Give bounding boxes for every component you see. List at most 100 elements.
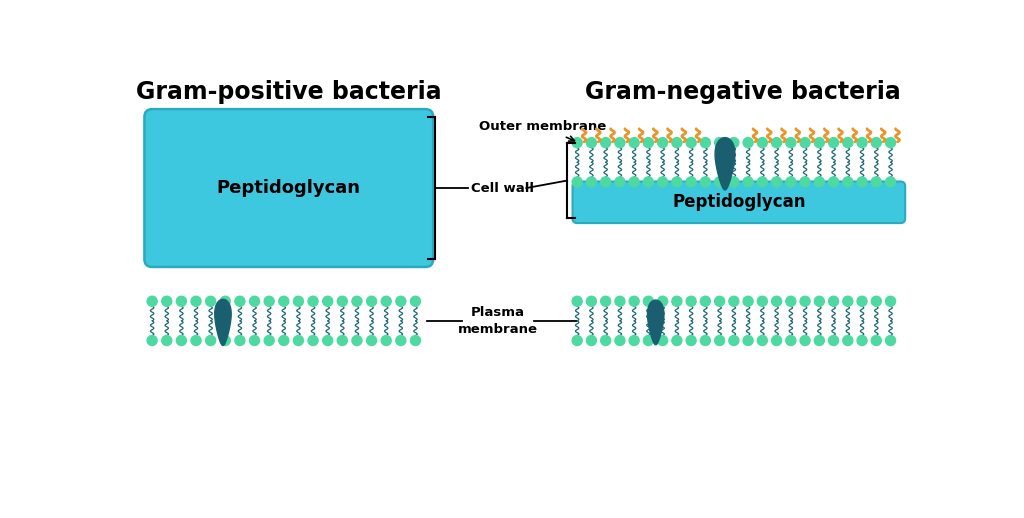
Circle shape [629,138,639,148]
Circle shape [323,336,333,346]
Circle shape [206,336,216,346]
Circle shape [352,296,361,306]
Text: Plasma
membrane: Plasma membrane [458,306,538,336]
Circle shape [250,296,259,306]
Circle shape [886,138,896,148]
Circle shape [614,177,625,187]
Circle shape [587,336,596,346]
Text: Peptidoglycan: Peptidoglycan [217,179,360,197]
Circle shape [601,138,610,148]
Circle shape [176,336,186,346]
Circle shape [785,336,796,346]
Circle shape [828,336,839,346]
Circle shape [396,336,406,346]
Circle shape [191,296,201,306]
Polygon shape [215,299,231,346]
Polygon shape [715,138,735,190]
Circle shape [572,138,583,148]
Circle shape [857,336,867,346]
Circle shape [323,296,333,306]
Circle shape [657,296,668,306]
Circle shape [743,296,753,306]
Circle shape [700,138,711,148]
Circle shape [715,296,725,306]
Circle shape [672,296,682,306]
Circle shape [729,296,739,306]
Circle shape [814,296,824,306]
Circle shape [396,296,406,306]
Text: Gram-positive bacteria: Gram-positive bacteria [135,80,441,104]
Text: Peptidoglycan: Peptidoglycan [672,193,806,211]
Circle shape [601,177,610,187]
Circle shape [772,336,781,346]
Circle shape [758,138,767,148]
Circle shape [614,296,625,306]
Circle shape [686,138,696,148]
Circle shape [843,177,853,187]
Circle shape [758,177,767,187]
Circle shape [294,336,303,346]
Circle shape [147,296,157,306]
Circle shape [814,336,824,346]
Circle shape [411,296,421,306]
Circle shape [857,138,867,148]
Circle shape [572,336,583,346]
Circle shape [814,177,824,187]
Circle shape [657,336,668,346]
Circle shape [800,296,810,306]
Circle shape [643,177,653,187]
Circle shape [715,336,725,346]
Circle shape [220,296,230,306]
Circle shape [643,138,653,148]
Circle shape [886,336,896,346]
Circle shape [715,177,725,187]
Circle shape [758,336,767,346]
Circle shape [772,177,781,187]
Circle shape [857,177,867,187]
Circle shape [743,336,753,346]
Circle shape [381,296,391,306]
Circle shape [686,336,696,346]
Circle shape [367,336,377,346]
Circle shape [729,177,739,187]
Circle shape [886,296,896,306]
Circle shape [886,177,896,187]
Circle shape [800,138,810,148]
Circle shape [758,296,767,306]
Circle shape [352,336,361,346]
Circle shape [234,336,245,346]
Circle shape [843,336,853,346]
Circle shape [672,138,682,148]
Circle shape [672,336,682,346]
Circle shape [264,336,274,346]
Circle shape [614,336,625,346]
Circle shape [191,336,201,346]
Circle shape [220,336,230,346]
Circle shape [814,138,824,148]
Circle shape [629,336,639,346]
Circle shape [871,336,882,346]
Circle shape [643,296,653,306]
FancyBboxPatch shape [144,109,433,267]
Circle shape [828,177,839,187]
FancyBboxPatch shape [572,181,905,223]
Circle shape [857,296,867,306]
Circle shape [147,336,157,346]
Text: Cell wall: Cell wall [471,181,534,195]
Circle shape [162,336,172,346]
Polygon shape [647,300,664,345]
Circle shape [871,138,882,148]
Circle shape [843,138,853,148]
Circle shape [700,336,711,346]
Circle shape [601,296,610,306]
Circle shape [800,336,810,346]
Circle shape [629,296,639,306]
Circle shape [715,138,725,148]
Circle shape [686,177,696,187]
Circle shape [686,296,696,306]
Circle shape [162,296,172,306]
Circle shape [587,296,596,306]
Circle shape [743,177,753,187]
Circle shape [785,138,796,148]
Circle shape [657,138,668,148]
